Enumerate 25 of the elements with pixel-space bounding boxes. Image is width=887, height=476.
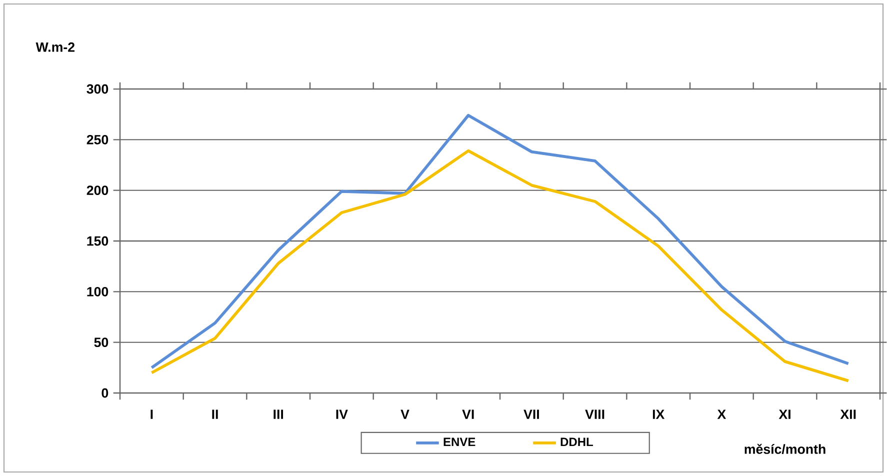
legend-label: DDHL xyxy=(560,438,593,446)
x-tick-label: XII xyxy=(840,410,856,419)
x-tick-label: V xyxy=(400,410,410,419)
x-tick-label: II xyxy=(212,410,218,419)
x-tick-label: XI xyxy=(778,410,790,419)
y-tick-label: 50 xyxy=(94,338,108,348)
y-axis-title: W.m-2 xyxy=(36,42,74,52)
legend-label: ENVE xyxy=(444,438,476,446)
x-tick-label: X xyxy=(717,410,726,419)
x-tick-label: VIII xyxy=(585,410,604,419)
x-tick-label: VI xyxy=(462,410,474,419)
x-axis-title: měsíc/month xyxy=(744,444,826,454)
y-tick-label: 200 xyxy=(86,186,108,196)
line-series xyxy=(150,149,850,382)
x-tick-label: VII xyxy=(524,410,539,419)
y-tick-label: 0 xyxy=(102,388,108,398)
y-tick-label: 250 xyxy=(86,134,108,144)
x-tick-label: IV xyxy=(336,410,348,419)
x-tick-label: I xyxy=(150,410,153,419)
line-series xyxy=(150,114,850,370)
y-tick-label: 150 xyxy=(87,236,108,246)
x-tick-label: III xyxy=(274,410,284,419)
x-tick-label: IX xyxy=(652,410,665,419)
y-tick-label: 300 xyxy=(86,84,108,94)
y-tick-label: 100 xyxy=(87,286,108,296)
